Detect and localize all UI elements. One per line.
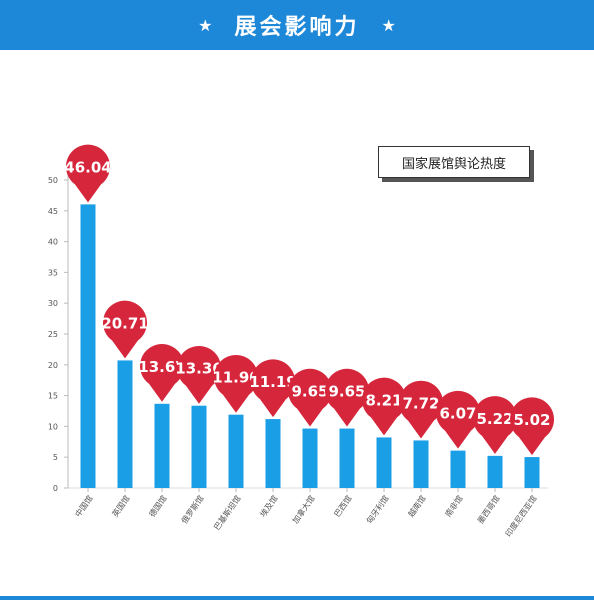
bar bbox=[228, 414, 244, 488]
value-pin bbox=[288, 368, 332, 427]
data-label: 5.22 bbox=[476, 410, 513, 428]
value-pin bbox=[472, 396, 517, 454]
x-tick-label: 越南馆 bbox=[406, 493, 428, 518]
star-icon: ★ bbox=[198, 15, 213, 35]
data-label: 7.72 bbox=[402, 394, 439, 412]
value-pin bbox=[510, 397, 555, 456]
y-tick-label: 15 bbox=[48, 392, 58, 401]
y-tick-label: 0 bbox=[53, 484, 58, 493]
x-tick-label: 德国馆 bbox=[147, 493, 169, 518]
bar bbox=[265, 419, 281, 488]
value-pin bbox=[436, 390, 481, 449]
header-banner: ★ 展会影响力 ★ bbox=[0, 0, 594, 50]
x-tick-label: 墨西哥馆 bbox=[475, 493, 502, 525]
chart-legend: 国家展馆舆论热度 bbox=[378, 146, 530, 178]
bar bbox=[302, 428, 318, 488]
bottom-border bbox=[0, 596, 594, 600]
page-title: 展会影响力 bbox=[234, 15, 360, 40]
legend-label: 国家展馆舆论热度 bbox=[401, 156, 506, 172]
star-icon: ★ bbox=[381, 15, 396, 35]
data-label: 46.04 bbox=[64, 158, 111, 176]
y-tick-label: 40 bbox=[48, 238, 58, 247]
x-tick-label: 中国馆 bbox=[73, 493, 95, 518]
x-tick-label: 巴西馆 bbox=[332, 493, 354, 518]
bar-series bbox=[80, 204, 540, 488]
data-label: 6.07 bbox=[439, 405, 476, 423]
bar bbox=[117, 360, 133, 488]
x-tick-label: 南非馆 bbox=[443, 493, 465, 518]
y-tick-label: 25 bbox=[48, 330, 58, 339]
y-tick-label: 10 bbox=[48, 422, 58, 431]
y-tick-label: 50 bbox=[48, 176, 58, 185]
data-label: 9.65 bbox=[328, 383, 365, 401]
y-tick-label: 20 bbox=[48, 361, 58, 370]
x-axis-labels: 中国馆 英国馆 德国馆 俄罗斯馆 巴基斯坦馆 埃及馆 加拿大馆 巴西馆 匈牙利馆 越南馆 南非馆 墨西… bbox=[73, 488, 539, 538]
bar bbox=[376, 437, 392, 488]
bar bbox=[154, 403, 170, 488]
x-tick-label: 俄罗斯馆 bbox=[179, 493, 206, 525]
value-pin bbox=[325, 368, 370, 427]
value-pin bbox=[362, 377, 407, 436]
y-tick-label: 35 bbox=[48, 268, 58, 277]
value-pin bbox=[102, 300, 147, 359]
bar bbox=[191, 405, 207, 488]
value-pin bbox=[140, 344, 185, 402]
bar bbox=[339, 428, 355, 488]
y-tick-label: 30 bbox=[48, 299, 58, 308]
bar bbox=[487, 455, 503, 488]
value-pin bbox=[214, 354, 258, 413]
value-pin bbox=[399, 380, 443, 439]
x-tick-label: 巴基斯坦馆 bbox=[212, 493, 243, 532]
value-pin bbox=[250, 359, 295, 418]
data-label: 13.67 bbox=[138, 358, 185, 376]
x-tick-label: 埃及馆 bbox=[258, 493, 280, 518]
bar bbox=[450, 450, 466, 488]
value-pin bbox=[66, 144, 110, 203]
x-tick-label: 匈牙利馆 bbox=[364, 493, 391, 525]
x-tick-label: 英国馆 bbox=[110, 493, 132, 518]
bar bbox=[524, 457, 540, 488]
y-tick-label: 45 bbox=[48, 207, 58, 216]
data-label: 11.90 bbox=[212, 369, 259, 387]
bar bbox=[413, 440, 429, 488]
x-tick-label: 加拿大馆 bbox=[290, 493, 317, 525]
data-label: 8.21 bbox=[365, 391, 402, 409]
data-label: 5.02 bbox=[513, 411, 550, 429]
data-label: 11.19 bbox=[249, 373, 296, 391]
data-label: 13.36 bbox=[175, 360, 222, 378]
data-label: 20.71 bbox=[101, 314, 148, 332]
x-tick-label: 印度尼西亚馆 bbox=[503, 493, 539, 538]
bar bbox=[80, 204, 96, 488]
value-pin bbox=[177, 345, 222, 404]
y-tick-label: 5 bbox=[53, 453, 58, 462]
data-label: 9.65 bbox=[291, 383, 328, 401]
